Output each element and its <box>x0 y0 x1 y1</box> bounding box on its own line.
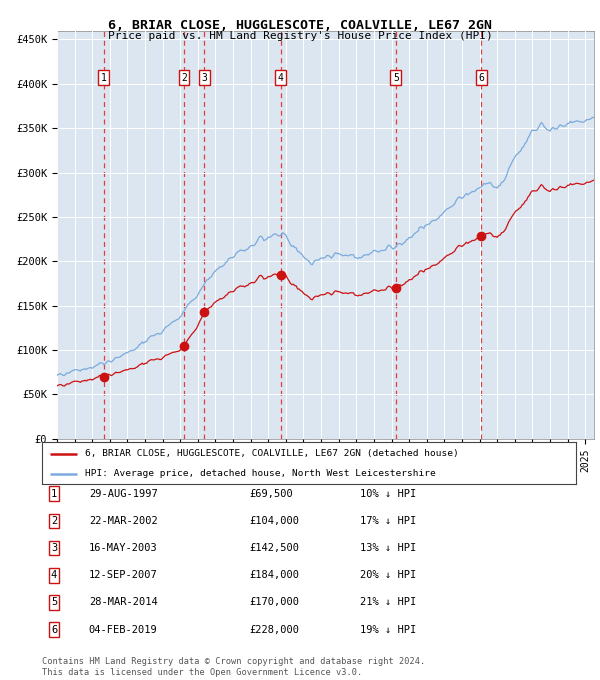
Text: 20% ↓ HPI: 20% ↓ HPI <box>360 571 416 580</box>
Text: 6: 6 <box>51 625 57 634</box>
Text: 16-MAY-2003: 16-MAY-2003 <box>89 543 158 553</box>
Text: £228,000: £228,000 <box>249 625 299 634</box>
Text: 12-SEP-2007: 12-SEP-2007 <box>89 571 158 580</box>
Text: 13% ↓ HPI: 13% ↓ HPI <box>360 543 416 553</box>
Text: 29-AUG-1997: 29-AUG-1997 <box>89 489 158 498</box>
Text: £69,500: £69,500 <box>249 489 293 498</box>
Text: 2: 2 <box>181 73 187 82</box>
Text: 5: 5 <box>51 598 57 607</box>
Text: 1: 1 <box>51 489 57 498</box>
Text: £170,000: £170,000 <box>249 598 299 607</box>
Text: 6, BRIAR CLOSE, HUGGLESCOTE, COALVILLE, LE67 2GN (detached house): 6, BRIAR CLOSE, HUGGLESCOTE, COALVILLE, … <box>85 449 458 458</box>
Text: Contains HM Land Registry data © Crown copyright and database right 2024.
This d: Contains HM Land Registry data © Crown c… <box>42 657 425 677</box>
Text: 19% ↓ HPI: 19% ↓ HPI <box>360 625 416 634</box>
Text: 04-FEB-2019: 04-FEB-2019 <box>89 625 158 634</box>
Text: 3: 3 <box>202 73 208 82</box>
Text: 2: 2 <box>51 516 57 526</box>
Text: 28-MAR-2014: 28-MAR-2014 <box>89 598 158 607</box>
Text: 10% ↓ HPI: 10% ↓ HPI <box>360 489 416 498</box>
Text: HPI: Average price, detached house, North West Leicestershire: HPI: Average price, detached house, Nort… <box>85 469 436 478</box>
Text: £142,500: £142,500 <box>249 543 299 553</box>
Text: 22-MAR-2002: 22-MAR-2002 <box>89 516 158 526</box>
Text: 3: 3 <box>51 543 57 553</box>
Text: 5: 5 <box>393 73 398 82</box>
Text: 1: 1 <box>101 73 107 82</box>
Text: 6: 6 <box>478 73 484 82</box>
Text: Price paid vs. HM Land Registry's House Price Index (HPI): Price paid vs. HM Land Registry's House … <box>107 31 493 41</box>
Text: 4: 4 <box>51 571 57 580</box>
Text: 4: 4 <box>278 73 284 82</box>
Text: 21% ↓ HPI: 21% ↓ HPI <box>360 598 416 607</box>
Text: £184,000: £184,000 <box>249 571 299 580</box>
Text: 6, BRIAR CLOSE, HUGGLESCOTE, COALVILLE, LE67 2GN: 6, BRIAR CLOSE, HUGGLESCOTE, COALVILLE, … <box>108 19 492 32</box>
Text: £104,000: £104,000 <box>249 516 299 526</box>
Text: 17% ↓ HPI: 17% ↓ HPI <box>360 516 416 526</box>
